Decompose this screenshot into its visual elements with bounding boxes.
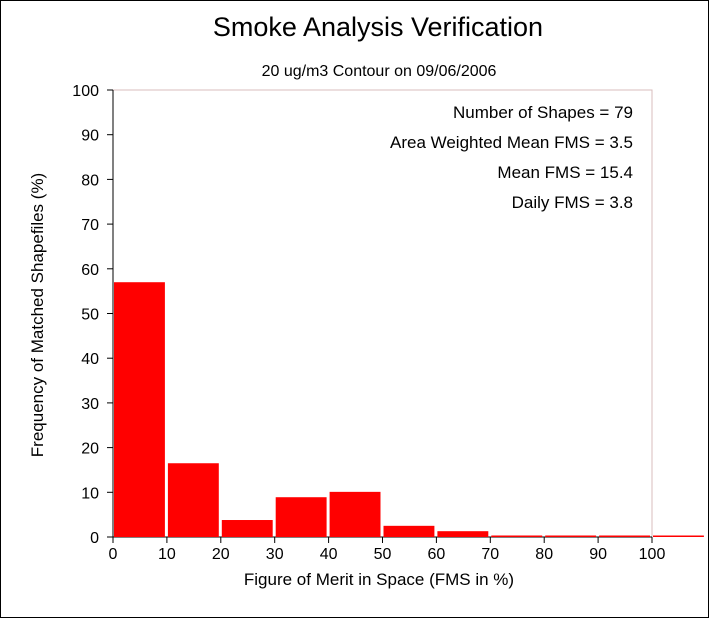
plot-frame [112,89,653,538]
y-tick-label: 30 [81,396,99,413]
chart-subtitle: 20 ug/m3 Contour on 09/06/2006 [262,63,497,80]
x-tick-label: 100 [639,546,666,563]
y-tick-label: 20 [81,441,99,458]
bars-group [114,282,704,537]
chart-title: Smoke Analysis Verification [213,12,543,42]
histogram-bar [383,525,435,537]
stat-annotation: Mean FMS = 15.4 [497,163,633,182]
histogram-bar [653,535,704,537]
stat-annotation: Number of Shapes = 79 [453,103,633,122]
histogram-bar [114,282,165,537]
y-axis-label: Frequency of Matched Shapefiles (%) [28,173,47,457]
x-tick-label: 40 [320,546,338,563]
x-tick-label: 60 [428,546,446,563]
y-tick-label: 40 [81,351,99,368]
stat-annotation: Area Weighted Mean FMS = 3.5 [390,133,633,152]
histogram-bar [599,535,650,537]
x-axis-ticks: 0 10 20 30 40 50 60 70 80 90 100 [109,537,666,563]
x-tick-label: 30 [266,546,284,563]
y-tick-label: 50 [81,307,99,324]
y-tick-label: 80 [81,172,99,189]
histogram-bar [275,497,327,537]
y-axis-ticks: 0 10 20 30 40 50 60 70 80 90 100 [72,83,113,547]
x-tick-label: 90 [589,546,607,563]
y-tick-label: 0 [90,530,99,547]
x-axis-label: Figure of Merit in Space (FMS in %) [244,570,514,589]
histogram-bar [329,491,381,537]
histogram-bar [437,531,489,537]
histogram-bar [545,535,597,537]
histogram-bar [221,520,273,537]
y-tick-label: 70 [81,217,99,234]
x-tick-label: 70 [481,546,499,563]
histogram-bar [167,463,219,537]
y-tick-label: 10 [81,485,99,502]
histogram-bar [491,535,543,537]
stat-annotation: Daily FMS = 3.8 [512,193,633,212]
y-tick-label: 60 [81,262,99,279]
x-tick-label: 10 [158,546,176,563]
x-tick-label: 80 [535,546,553,563]
x-tick-label: 0 [109,546,118,563]
y-tick-label: 90 [81,128,99,145]
y-tick-label: 100 [72,83,99,100]
stats-annotations: Number of Shapes = 79 Area Weighted Mean … [390,103,633,212]
x-tick-label: 20 [212,546,230,563]
plot-area [112,89,653,538]
x-tick-label: 50 [374,546,392,563]
